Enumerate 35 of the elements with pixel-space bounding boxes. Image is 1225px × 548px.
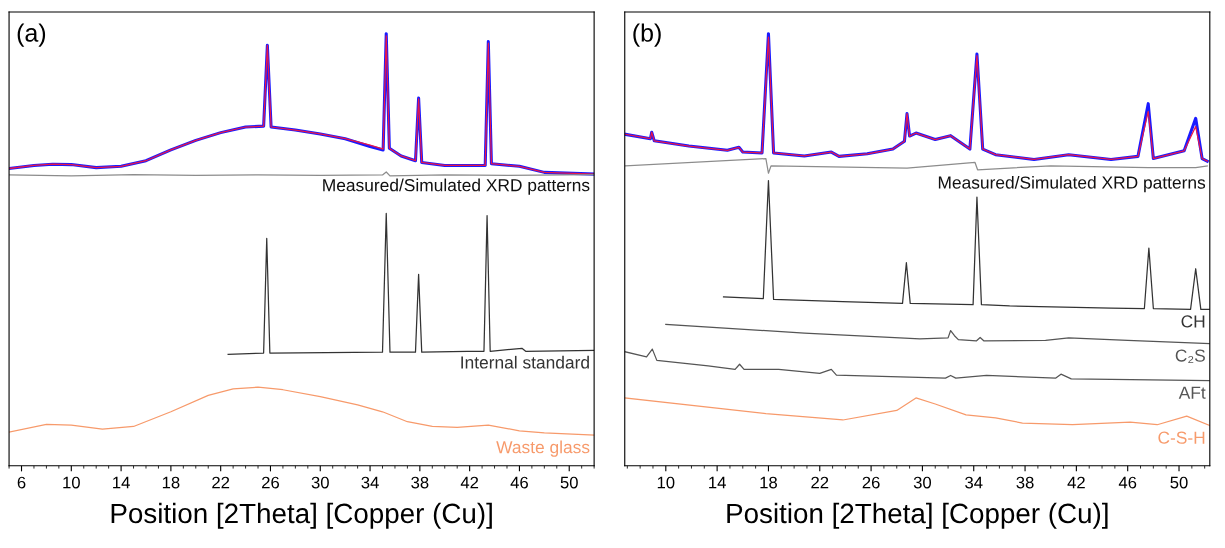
x-tick-label: 46: [1118, 476, 1137, 489]
x-tick-label: 26: [262, 476, 280, 489]
x-tick-label: 30: [311, 476, 329, 489]
x-tick-label: 34: [361, 476, 379, 489]
x-tick-label: 22: [212, 476, 230, 489]
series-label: C-S-H: [1158, 431, 1205, 444]
x-tick-label: 14: [709, 476, 726, 489]
x-tick-label: 42: [460, 476, 479, 489]
x-tick-label: 6: [17, 476, 26, 489]
x-tick-label: 30: [913, 476, 932, 489]
x-tick-label: 22: [811, 476, 829, 489]
series-label: CH: [1181, 315, 1205, 328]
x-tick-label: 38: [1016, 476, 1034, 489]
annotation: Measured/Simulated XRD patterns: [323, 178, 590, 195]
x-tick-label: 18: [162, 476, 180, 489]
x-tick-label: 10: [63, 476, 80, 489]
series-label: Internal standard: [461, 355, 589, 369]
chart-title: (b): [633, 23, 661, 47]
series-label: C₂S: [1175, 349, 1205, 364]
series-label: Waste glass: [496, 440, 590, 457]
x-tick-label: 46: [510, 476, 528, 489]
x-tick-label: 34: [965, 476, 983, 489]
x-tick-label: 38: [411, 476, 429, 489]
x-tick-label: 10: [657, 476, 675, 489]
x-tick-label: 50: [1170, 476, 1188, 489]
series-label: AFt: [1178, 386, 1206, 399]
x-tick-label: 42: [1067, 476, 1085, 489]
x-tick-label: 50: [560, 476, 578, 489]
x-tick-label: 26: [862, 476, 880, 489]
x-axis-title: Position [2Theta] [Copper (Cu)]: [111, 502, 492, 529]
x-axis-title: Position [2Theta] [Copper (Cu)]: [727, 502, 1108, 529]
chart-title: (a): [17, 23, 46, 47]
x-tick-label: 18: [760, 476, 777, 489]
annotation: Measured/Simulated XRD patterns: [938, 175, 1206, 193]
x-tick-label: 14: [113, 476, 130, 489]
